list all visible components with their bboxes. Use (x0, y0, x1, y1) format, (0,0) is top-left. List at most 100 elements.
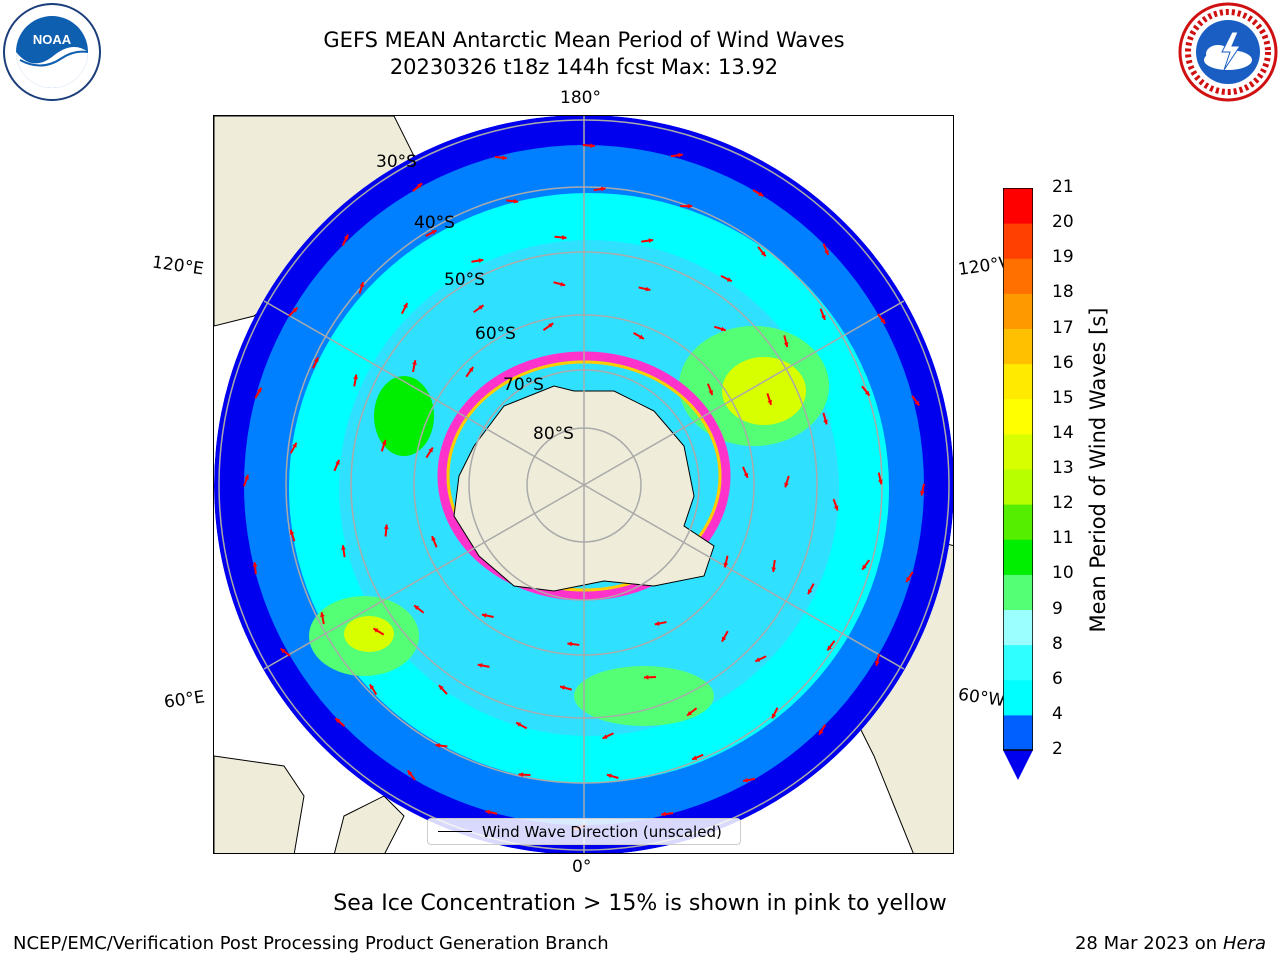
colorbar-segment (1003, 188, 1033, 224)
lat-label-60s: 60°S (475, 324, 516, 344)
colorbar-tick-label: 14 (1052, 422, 1074, 443)
colorbar-tick-label: 2 (1052, 739, 1063, 759)
lon-label-120e: 120°E (150, 252, 205, 280)
colorbar-tick-label: 10 (1052, 563, 1074, 584)
wind-wave-arrowhead (864, 390, 870, 396)
wind-wave-arrowhead (485, 809, 491, 815)
legend-label: Wind Wave Direction (unscaled) (482, 822, 722, 841)
wind-wave-arrowhead (359, 282, 365, 288)
wind-wave-arrowhead (600, 186, 606, 192)
wind-wave-arrowhead (381, 439, 387, 445)
wind-wave-arrowhead (369, 684, 375, 690)
wind-wave-arrowhead (687, 710, 692, 716)
sea-ice-note: Sea Ice Concentration > 15% is shown in … (333, 891, 947, 916)
graticule (218, 116, 950, 853)
lat-label-70s: 70°S (503, 375, 544, 395)
wind-wave-arrowhead (661, 811, 666, 817)
wind-wave-arrowhead (771, 567, 777, 572)
map-panel (213, 115, 954, 854)
colorbar-segment (1003, 293, 1033, 329)
wind-wave-arrowhead (678, 152, 683, 158)
wind-wave-arrowhead (481, 613, 487, 618)
footer-host: Hera (1222, 933, 1266, 954)
wind-wave-arrowhead (403, 303, 408, 309)
map-legend: Wind Wave Direction (unscaled) (427, 818, 741, 845)
wind-wave-arrowhead (692, 755, 698, 760)
colorbar-tick-label: 18 (1052, 282, 1074, 303)
wind-wave-arrowhead (862, 564, 867, 570)
colorbar-tick-label: 13 (1052, 458, 1074, 478)
svg-text:NOAA: NOAA (33, 32, 72, 47)
chart-title: GEFS MEAN Antarctic Mean Period of Wind … (323, 28, 845, 52)
wind-wave-arrowhead (767, 399, 773, 405)
wind-wave-arrowhead (645, 286, 651, 292)
wind-wave-arrowhead (807, 589, 813, 595)
wind-wave-arrowhead (289, 529, 295, 535)
wind-wave-arrowhead (721, 636, 727, 642)
wind-wave-arrowhead (833, 505, 839, 511)
wind-wave-arrowhead (567, 641, 573, 647)
wind-wave-arrowhead (428, 447, 433, 453)
wind-wave-arrowhead (407, 770, 413, 776)
lat-label-80s: 80°S (533, 424, 574, 444)
wind-wave-arrowhead (438, 685, 444, 691)
wind-wave-arrowhead (513, 198, 519, 204)
wind-wave-arrowhead (723, 562, 729, 568)
wave-patch-max (722, 357, 806, 425)
wind-wave-arrowhead (784, 482, 789, 488)
wind-wave-arrowhead (280, 648, 286, 654)
colorbar-segment (1003, 328, 1033, 365)
wind-wave-arrowhead (906, 577, 911, 583)
wind-wave-arrowhead (518, 772, 524, 778)
wind-wave-arrowhead (292, 307, 298, 313)
wind-wave-arrowhead (687, 203, 693, 209)
colorbar (1003, 188, 1033, 780)
wind-wave-arrowhead (353, 374, 358, 380)
footer-date-text: 28 Mar 2023 on (1074, 933, 1218, 954)
wind-wave-arrowhead (560, 685, 565, 690)
wave-patch-indian-core (344, 616, 394, 652)
colorbar-label: Mean Period of Wind Waves [s] (1086, 307, 1110, 633)
wind-wave-arrowhead (755, 657, 761, 662)
lon-label-180: 180° (560, 88, 601, 108)
chart-subtitle: 20230326 t18z 144h fcst Max: 13.92 (389, 55, 779, 79)
wind-wave-arrowhead (431, 536, 436, 542)
wind-wave-arrowhead (708, 390, 713, 395)
polar-map (214, 116, 953, 853)
wind-wave-arrowhead (914, 400, 920, 406)
colorbar-tick-label: 9 (1052, 598, 1063, 619)
wind-wave-arrowhead (335, 459, 340, 465)
wind-wave-arrowhead (643, 674, 649, 680)
wind-wave-arrowhead (244, 474, 249, 480)
colorbar-tick-label: 19 (1052, 247, 1074, 268)
colorbar-segment (1003, 363, 1033, 400)
wind-wave-arrowhead (827, 645, 832, 651)
wind-wave-arrowhead (560, 281, 566, 287)
wave-patch-west (374, 376, 434, 456)
wind-wave-arrowhead (335, 718, 341, 723)
colorbar-tick-label: 17 (1052, 317, 1074, 338)
colorbar-segment (1003, 469, 1033, 505)
wind-wave-arrowhead (818, 729, 824, 735)
wind-wave-arrowhead (417, 183, 423, 188)
wind-wave-arrowhead (431, 230, 437, 235)
wind-wave-arrowhead (414, 605, 420, 610)
wind-wave-arrowhead (743, 777, 748, 783)
wind-wave-arrowhead (478, 305, 484, 310)
colorbar-tick-label: 16 (1052, 352, 1074, 373)
wind-wave-arrowhead (252, 562, 258, 567)
wind-wave-arrowhead (758, 191, 764, 197)
wind-wave-arrowhead (654, 621, 660, 626)
wind-wave-arrowhead (561, 235, 567, 240)
colorbar-segment (1003, 574, 1033, 610)
land-africa (214, 755, 305, 853)
land-madagascar (333, 795, 405, 853)
wind-wave-arrows (243, 143, 925, 831)
colorbar-tick-label: 8 (1052, 633, 1063, 654)
wind-wave-arrowhead (638, 334, 644, 339)
colorbar-tick-label: 20 (1052, 212, 1074, 233)
footer-date: 28 Mar 2023 on Hera (1075, 933, 1266, 954)
lon-label-0: 0° (572, 857, 592, 877)
wind-wave-arrowhead (343, 234, 349, 240)
wind-wave-arrowhead (412, 360, 417, 365)
